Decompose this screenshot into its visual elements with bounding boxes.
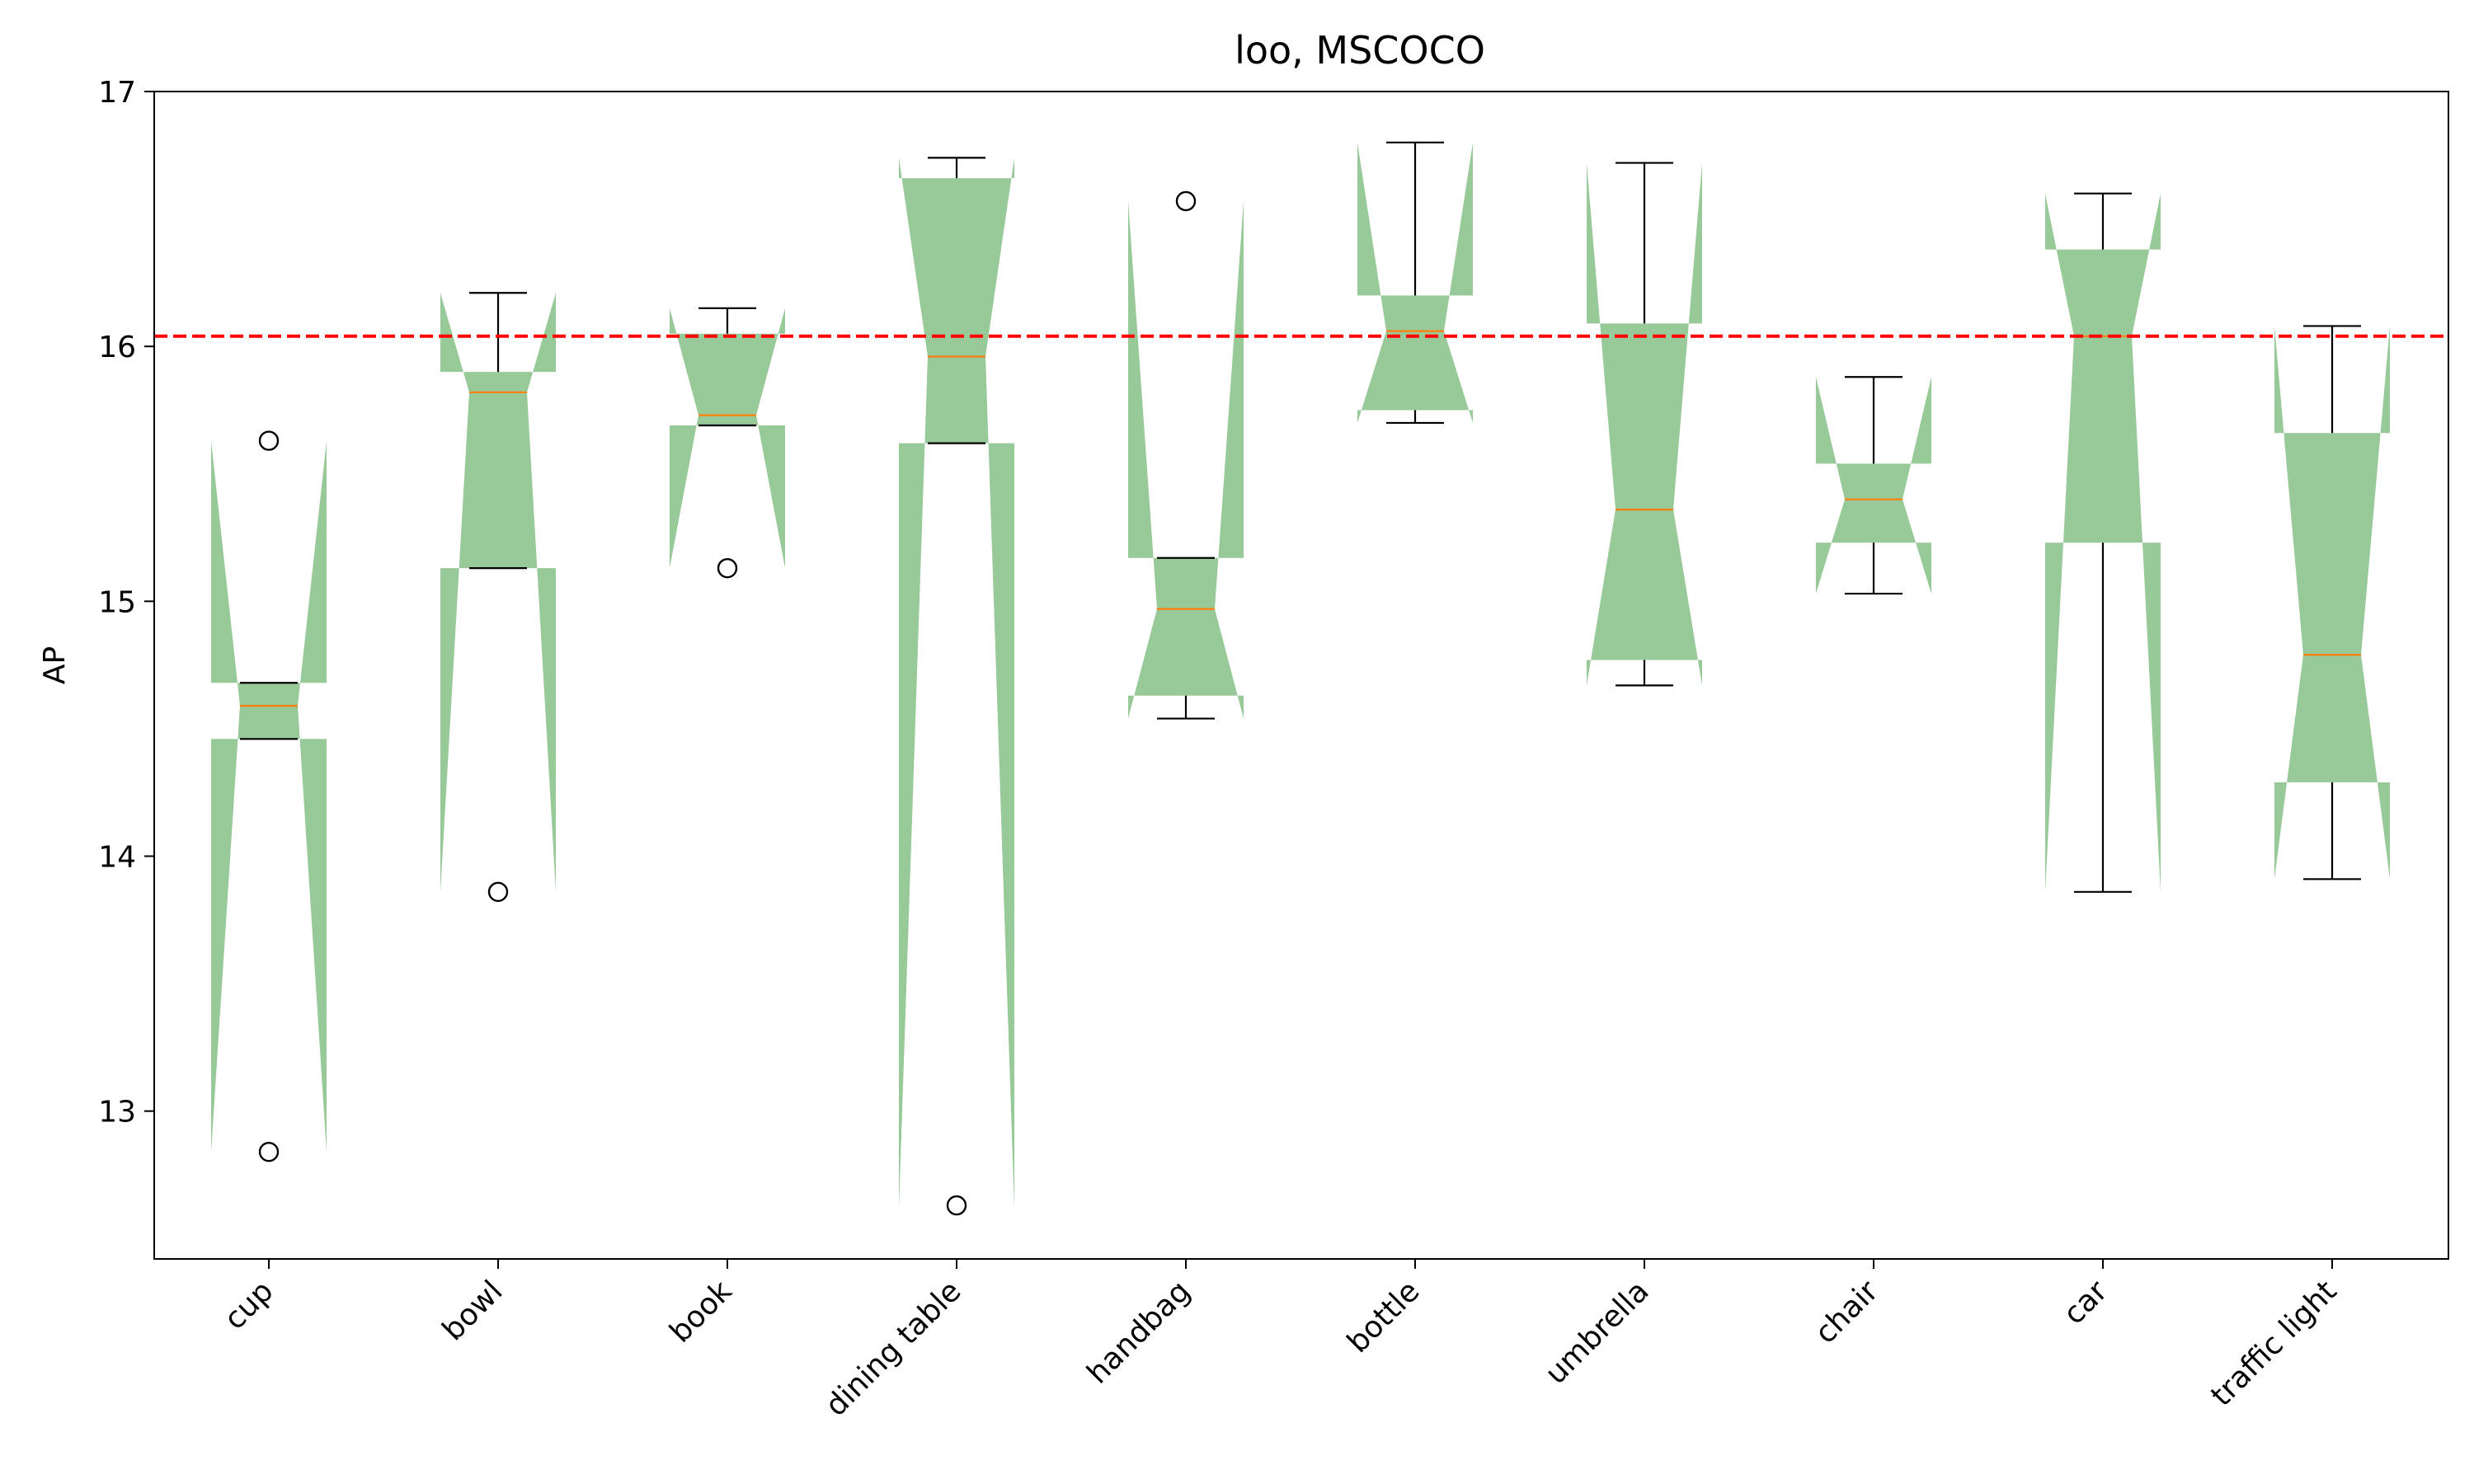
outlier-point: [487, 881, 509, 902]
x-tick-label: cup: [218, 1275, 280, 1336]
x-tick-label: traffic light: [2204, 1275, 2343, 1413]
box-4: [1128, 190, 1244, 720]
box-8: [2045, 192, 2161, 893]
box-5: [1357, 141, 1473, 425]
x-tick-label: dining table: [819, 1275, 967, 1423]
plot-frame: [153, 91, 2449, 1260]
box-plot-series: [211, 141, 2390, 1216]
y-tick-label: 16: [98, 331, 136, 364]
box-7: [1816, 376, 1931, 595]
x-tick-label: bowl: [436, 1275, 510, 1348]
box-0: [211, 430, 327, 1162]
x-tick-label: chair: [1808, 1275, 1884, 1350]
y-tick-label: 14: [98, 841, 136, 875]
box-body: [670, 308, 785, 569]
box-2: [670, 307, 785, 579]
box-9: [2274, 325, 2390, 881]
outlier-point: [717, 557, 738, 579]
box-body: [1587, 162, 1702, 686]
chart-title: loo, MSCOCO: [1235, 28, 1485, 73]
box-body: [440, 293, 556, 892]
outlier-point: [1175, 190, 1197, 212]
box-body: [2274, 326, 2390, 880]
x-tick-label: car: [2057, 1275, 2114, 1331]
y-tick-label: 17: [98, 76, 136, 110]
box-body: [211, 440, 327, 1153]
outlier-point: [258, 1141, 280, 1162]
y-tick-label: 13: [98, 1096, 136, 1129]
box-body: [1357, 142, 1473, 423]
box-body: [1128, 200, 1244, 719]
x-axis: cup bowl book dining table handbag bottle umbr…: [218, 1259, 2344, 1423]
box-3: [899, 157, 1014, 1216]
x-tick-label: bottle: [1341, 1275, 1426, 1360]
x-tick-label: umbrella: [1539, 1275, 1655, 1391]
x-tick-label: book: [663, 1275, 738, 1350]
x-tick-label: handbag: [1081, 1275, 1197, 1391]
box-6: [1587, 162, 1702, 687]
y-axis: 13 14 15 16 17: [98, 76, 154, 1129]
y-axis-label: AP: [38, 646, 72, 684]
outlier-point: [946, 1195, 967, 1216]
box-body: [1816, 377, 1931, 594]
box-1: [440, 292, 556, 902]
box-body: [899, 157, 1014, 1209]
y-tick-label: 15: [98, 585, 136, 619]
outlier-point: [258, 430, 280, 451]
